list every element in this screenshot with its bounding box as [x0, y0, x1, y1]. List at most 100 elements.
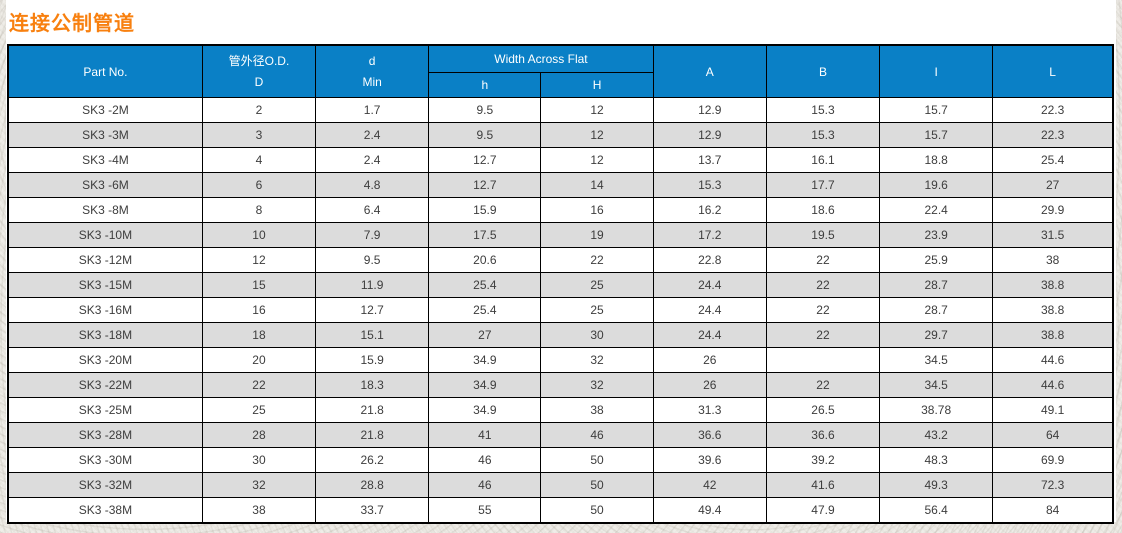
cell-d-min: 26.2	[315, 447, 430, 473]
cell-h-big: 50	[540, 497, 654, 524]
cell-i: 15.7	[879, 97, 994, 123]
cell-l: 69.9	[992, 447, 1114, 473]
cell-b: 22	[765, 322, 881, 348]
cell-b: 22	[765, 272, 881, 298]
cell-l: 44.6	[992, 372, 1114, 398]
cell-h-small: 9.5	[428, 97, 542, 123]
cell-od-d: 32	[201, 472, 317, 498]
cell-part-no: SK3 -38M	[7, 497, 203, 524]
cell-a: 15.3	[652, 172, 767, 198]
cell-a: 26	[652, 347, 767, 373]
cell-l: 38.8	[992, 322, 1114, 348]
cell-h-big: 50	[540, 447, 654, 473]
cell-l: 49.1	[992, 397, 1114, 423]
cell-part-no: SK3 -8M	[7, 197, 203, 223]
cell-part-no: SK3 -4M	[7, 147, 203, 173]
table-row: SK3 -28M 28 21.8 41 46 36.6 36.6 43.2 64	[7, 422, 1114, 448]
cell-b: 18.6	[765, 197, 881, 223]
cell-b: 15.3	[765, 97, 881, 123]
cell-h-small: 12.7	[428, 172, 542, 198]
cell-b: 41.6	[765, 472, 881, 498]
cell-h-small: 9.5	[428, 122, 542, 148]
cell-h-small: 34.9	[428, 347, 542, 373]
cell-h-small: 55	[428, 497, 542, 524]
cell-od-d: 2	[201, 97, 317, 123]
cell-i: 56.4	[879, 497, 994, 524]
table-row: SK3 -22M 22 18.3 34.9 32 26 22 34.5 44.6	[7, 372, 1114, 398]
cell-part-no: SK3 -25M	[7, 397, 203, 423]
cell-l: 31.5	[992, 222, 1114, 248]
cell-d-min: 33.7	[315, 497, 430, 524]
cell-l: 72.3	[992, 472, 1114, 498]
cell-h-big: 14	[540, 172, 654, 198]
cell-od-d: 22	[201, 372, 317, 398]
cell-part-no: SK3 -12M	[7, 247, 203, 273]
cell-h-small: 17.5	[428, 222, 542, 248]
cell-a: 36.6	[652, 422, 767, 448]
cell-a: 12.9	[652, 122, 767, 148]
cell-part-no: SK3 -20M	[7, 347, 203, 373]
spec-table: Part No. 管外径O.D. D d Min Width Across Fl…	[7, 44, 1114, 524]
cell-i: 25.9	[879, 247, 994, 273]
cell-d-min: 18.3	[315, 372, 430, 398]
cell-h-big: 32	[540, 347, 654, 373]
cell-h-big: 38	[540, 397, 654, 423]
cell-h-small: 12.7	[428, 147, 542, 173]
cell-a: 13.7	[652, 147, 767, 173]
cell-od-d: 38	[201, 497, 317, 524]
cell-i: 19.6	[879, 172, 994, 198]
cell-l: 22.3	[992, 122, 1114, 148]
col-header-h-small: h	[428, 72, 542, 98]
cell-l: 27	[992, 172, 1114, 198]
cell-a: 42	[652, 472, 767, 498]
cell-d-min: 2.4	[315, 122, 430, 148]
cell-h-big: 50	[540, 472, 654, 498]
cell-od-d: 20	[201, 347, 317, 373]
cell-h-big: 46	[540, 422, 654, 448]
cell-i: 43.2	[879, 422, 994, 448]
cell-d-min: 12.7	[315, 297, 430, 323]
col-header-a: A	[652, 44, 767, 98]
cell-od-d: 18	[201, 322, 317, 348]
cell-l: 38.8	[992, 297, 1114, 323]
cell-l: 25.4	[992, 147, 1114, 173]
cell-h-small: 46	[428, 447, 542, 473]
cell-i: 28.7	[879, 272, 994, 298]
col-header-od-symbol: D	[254, 74, 264, 89]
cell-part-no: SK3 -22M	[7, 372, 203, 398]
cell-part-no: SK3 -15M	[7, 272, 203, 298]
cell-part-no: SK3 -30M	[7, 447, 203, 473]
col-header-d-symbol: d	[368, 54, 376, 69]
col-header-b: B	[765, 44, 881, 98]
cell-a: 12.9	[652, 97, 767, 123]
cell-i: 29.7	[879, 322, 994, 348]
cell-b: 39.2	[765, 447, 881, 473]
cell-d-min: 2.4	[315, 147, 430, 173]
table-row: SK3 -25M 25 21.8 34.9 38 31.3 26.5 38.78…	[7, 397, 1114, 423]
col-header-i: I	[879, 44, 994, 98]
cell-l: 84	[992, 497, 1114, 524]
cell-l: 44.6	[992, 347, 1114, 373]
cell-part-no: SK3 -6M	[7, 172, 203, 198]
cell-h-big: 12	[540, 97, 654, 123]
col-header-l: L	[992, 44, 1114, 98]
cell-h-big: 30	[540, 322, 654, 348]
col-header-d-min: Min	[362, 74, 382, 89]
table-row: SK3 -8M 8 6.4 15.9 16 16.2 18.6 22.4 29.…	[7, 197, 1114, 223]
table-row: SK3 -12M 12 9.5 20.6 22 22.8 22 25.9 38	[7, 247, 1114, 273]
cell-part-no: SK3 -2M	[7, 97, 203, 123]
cell-i: 34.5	[879, 372, 994, 398]
cell-a: 49.4	[652, 497, 767, 524]
cell-h-big: 32	[540, 372, 654, 398]
cell-od-d: 28	[201, 422, 317, 448]
cell-b: 36.6	[765, 422, 881, 448]
cell-d-min: 4.8	[315, 172, 430, 198]
cell-a: 24.4	[652, 297, 767, 323]
cell-d-min: 7.9	[315, 222, 430, 248]
cell-part-no: SK3 -10M	[7, 222, 203, 248]
table-body: SK3 -2M 2 1.7 9.5 12 12.9 15.3 15.7 22.3…	[7, 97, 1114, 524]
table-row: SK3 -2M 2 1.7 9.5 12 12.9 15.3 15.7 22.3	[7, 97, 1114, 123]
cell-b	[765, 347, 881, 373]
cell-i: 22.4	[879, 197, 994, 223]
table-row: SK3 -15M 15 11.9 25.4 25 24.4 22 28.7 38…	[7, 272, 1114, 298]
